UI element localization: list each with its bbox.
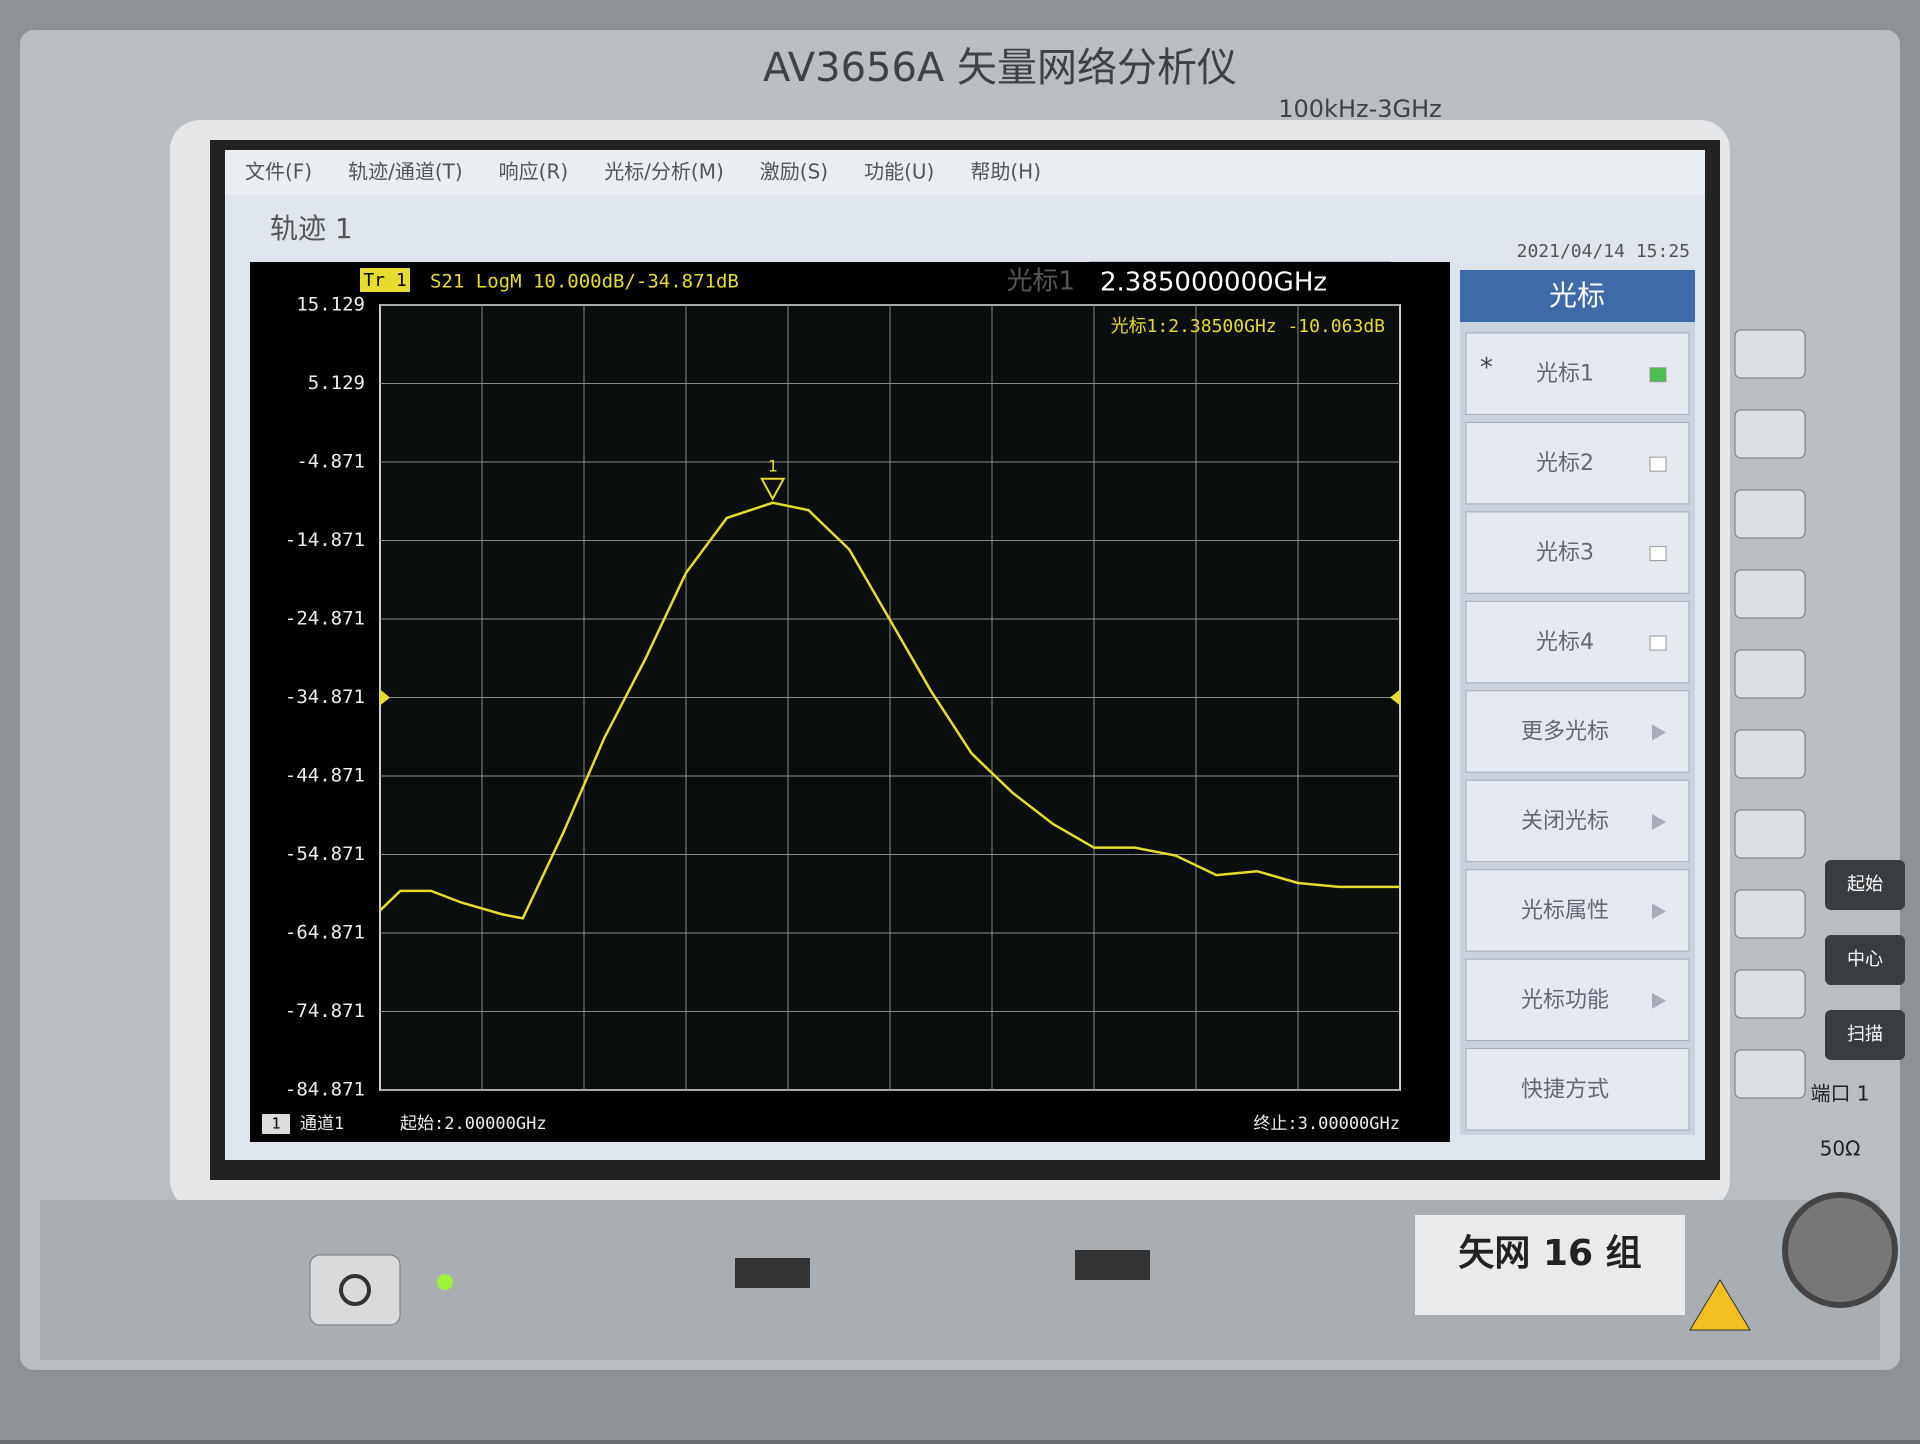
softkey[interactable] <box>1465 958 1690 1042</box>
softkey[interactable] <box>1465 869 1690 952</box>
trace-tag: Tr 1 <box>363 270 406 291</box>
y-tick-label: -24.871 <box>285 608 365 630</box>
menu-item[interactable]: 轨迹/通道(T) <box>348 160 463 184</box>
softkey-label: 光标3 <box>1536 541 1594 566</box>
softkey-label: 光标功能 <box>1521 988 1609 1013</box>
y-tick-label: 15.129 <box>296 294 365 316</box>
softkey-checkbox <box>1649 635 1667 651</box>
trace-title: 轨迹 1 <box>270 212 353 245</box>
y-tick-label: -14.871 <box>285 529 365 551</box>
port-label: 端口 1 <box>1810 1082 1869 1106</box>
marker-input-value[interactable]: 2.385000000GHz <box>1100 268 1327 298</box>
power-icon <box>339 1274 371 1306</box>
menu-item[interactable]: 响应(R) <box>499 160 569 184</box>
usb-port <box>1075 1250 1150 1280</box>
power-button[interactable] <box>309 1254 401 1326</box>
usb-port <box>735 1258 810 1288</box>
softkey[interactable] <box>1465 779 1690 863</box>
function-key[interactable] <box>1825 860 1905 910</box>
function-key-label: 扫描 <box>1847 1024 1883 1045</box>
channel-label: 通道1 <box>300 1114 344 1134</box>
hard-key[interactable] <box>1734 649 1806 699</box>
softkey-checkbox <box>1649 546 1667 562</box>
softkey-arrow <box>1652 903 1666 920</box>
ref-arrow-left <box>380 689 390 706</box>
hard-key[interactable] <box>1734 569 1806 619</box>
marker-readout: 光标1:2.38500GHz -10.063dB <box>1111 316 1385 337</box>
softkey-checkbox <box>1649 367 1667 383</box>
ref-arrow-right <box>1390 689 1400 706</box>
softkey-label: 更多光标 <box>1521 720 1609 745</box>
softkey-arrow <box>1652 992 1666 1009</box>
function-key[interactable] <box>1825 1010 1905 1060</box>
hard-key[interactable] <box>1734 729 1806 779</box>
marker-label: 1 <box>768 456 778 475</box>
softkey[interactable] <box>1465 1048 1690 1131</box>
brand: AV3656A 矢量网络分析仪 <box>763 45 1237 91</box>
hard-key[interactable] <box>1734 809 1806 859</box>
hard-key[interactable] <box>1734 489 1806 539</box>
y-tick-label: -44.871 <box>285 765 365 787</box>
hard-key[interactable] <box>1734 889 1806 939</box>
group-label: 矢网 16 组 <box>1458 1233 1641 1274</box>
port-connector <box>1782 1192 1898 1308</box>
label-plate <box>1415 1215 1685 1315</box>
menu-item[interactable]: 激励(S) <box>760 160 828 184</box>
softkey-label: 光标4 <box>1536 630 1594 655</box>
function-key[interactable] <box>1825 935 1905 985</box>
y-tick-label: -64.871 <box>285 922 365 944</box>
y-tick-label: -84.871 <box>285 1079 365 1101</box>
menu-bar <box>225 150 1705 195</box>
softkey-arrow <box>1652 813 1666 830</box>
y-tick-label: -34.871 <box>285 686 365 708</box>
menu-item[interactable]: 帮助(H) <box>970 160 1041 184</box>
power-led <box>437 1274 453 1290</box>
marker-input-label: 光标1 <box>1006 267 1075 297</box>
softkey[interactable] <box>1465 690 1690 773</box>
hard-key[interactable] <box>1734 1049 1806 1099</box>
hard-key[interactable] <box>1734 969 1806 1019</box>
function-key-label: 起始 <box>1847 874 1883 895</box>
softkey-label: 关闭光标 <box>1521 809 1609 834</box>
y-tick-label: -74.871 <box>285 1000 365 1022</box>
softkey-label: 光标2 <box>1536 451 1594 476</box>
hard-key[interactable] <box>1734 329 1806 379</box>
softkey-label: 光标1 <box>1536 362 1594 387</box>
menu-item[interactable]: 功能(U) <box>864 160 934 184</box>
softkey-checkbox <box>1649 456 1667 472</box>
y-tick-label: 5.129 <box>308 372 365 394</box>
impedance-label: 50Ω <box>1820 1137 1861 1161</box>
stop-label: 终止:3.00000GHz <box>1253 1114 1400 1134</box>
menu-item[interactable]: 光标/分析(M) <box>604 160 724 184</box>
datetime: 2021/04/14 15:25 <box>1517 241 1690 262</box>
channel-box <box>262 1114 290 1134</box>
marker <box>760 477 786 501</box>
trace-header: S21 LogM 10.000dB/-34.871dB <box>430 271 739 293</box>
range: 100kHz-3GHz <box>1278 95 1442 123</box>
softkey-title-bg <box>1460 270 1695 322</box>
trace <box>379 501 1400 920</box>
trace-tag-bg <box>360 268 410 292</box>
softkey-active: * <box>1480 353 1493 383</box>
y-tick-label: -54.871 <box>285 843 365 865</box>
esd-icon <box>1689 1279 1751 1331</box>
start-label: 起始:2.00000GHz <box>400 1114 547 1134</box>
menu-item[interactable]: 文件(F) <box>245 160 312 184</box>
softkey-label: 快捷方式 <box>1521 1077 1609 1102</box>
softkey-arrow <box>1652 724 1666 741</box>
channel-number: 1 <box>271 1115 280 1133</box>
y-tick-label: -4.871 <box>296 451 365 473</box>
hard-key[interactable] <box>1734 409 1806 459</box>
function-key-label: 中心 <box>1847 949 1883 970</box>
softkey-label: 光标属性 <box>1521 898 1609 923</box>
softkey-title: 光标 <box>1549 279 1605 312</box>
